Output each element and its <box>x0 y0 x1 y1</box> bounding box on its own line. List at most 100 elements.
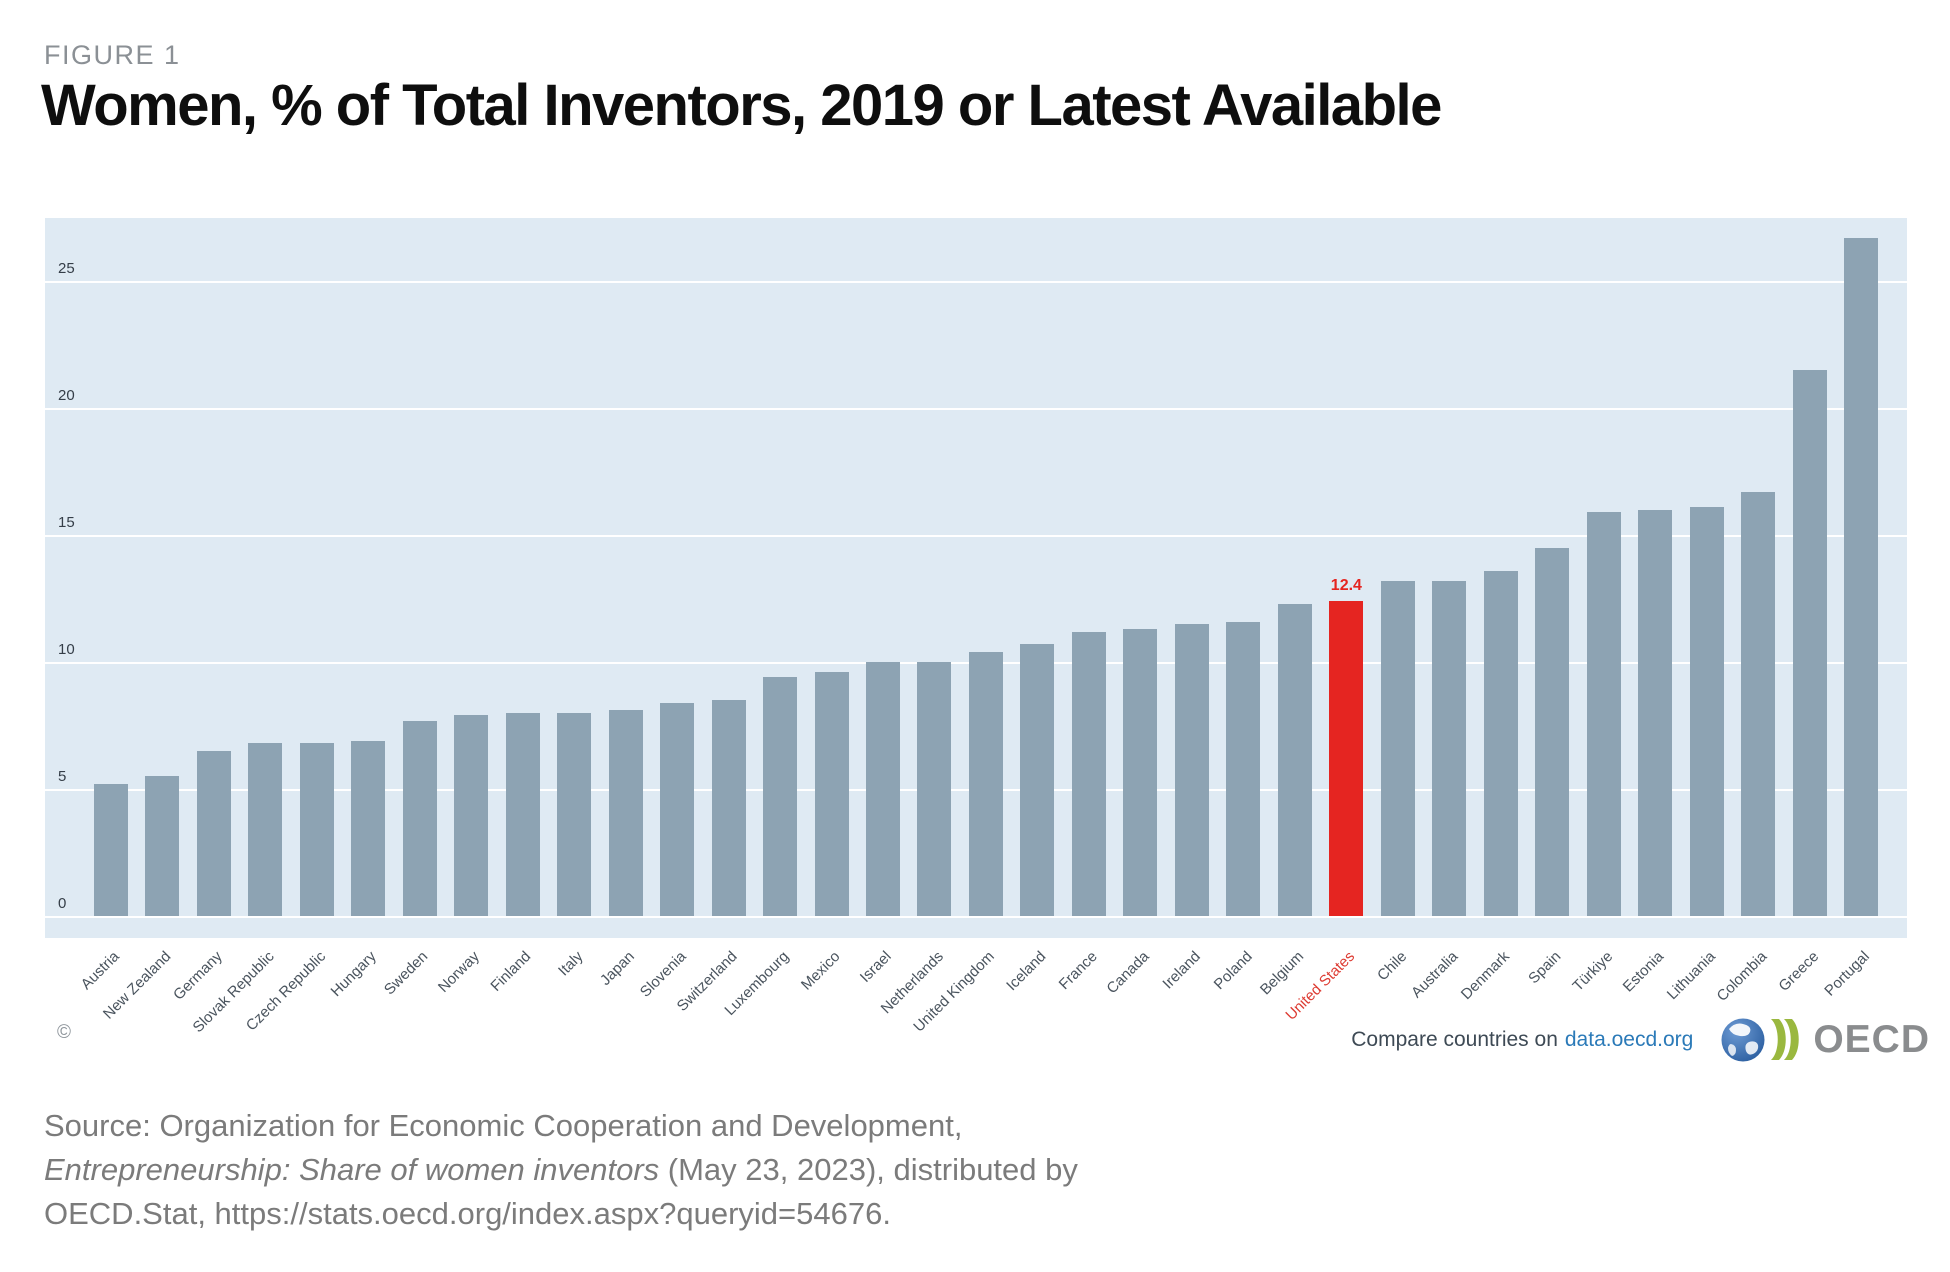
bar-slot-spain <box>1527 547 1578 916</box>
y-tick-label-25: 25 <box>58 260 75 278</box>
x-axis-label-japan: Japan <box>596 948 638 989</box>
bar-slot-israel <box>857 662 908 916</box>
bar-slot-switzerland <box>703 700 754 916</box>
x-axis-label-spain: Spain <box>1525 948 1565 988</box>
bar-slot-hungary <box>342 740 393 916</box>
x-axis-label-ireland: Ireland <box>1159 948 1204 993</box>
gridline-20 <box>45 408 1907 411</box>
x-axis-label-austria: Austria <box>77 948 123 994</box>
bar-colombia <box>1741 492 1776 916</box>
bar-slot-italy <box>548 712 599 916</box>
bar-mexico <box>814 672 849 916</box>
bar-portugal <box>1844 238 1879 916</box>
bar-slot-austria <box>85 784 136 916</box>
oecd-globe-icon <box>1721 1018 1800 1062</box>
bar-slot-united-states: 12.4 <box>1321 577 1372 916</box>
bar-japan <box>608 710 643 916</box>
bar-slot-united-kingdom <box>960 652 1011 916</box>
bar-slot-luxembourg <box>754 677 805 916</box>
gridline-0 <box>45 916 1907 918</box>
bar-slot-mexico <box>806 672 857 916</box>
bar-spain <box>1535 547 1570 916</box>
x-label-cell-luxembourg: Luxembourg <box>721 938 805 1034</box>
bar-slovenia <box>660 702 695 916</box>
x-label-cell-canada: Canada <box>1103 938 1166 1034</box>
bar-slot-estonia <box>1630 509 1681 916</box>
bar-t-rkiye <box>1586 512 1621 916</box>
bar-slot-poland <box>1218 621 1269 916</box>
bar-finland <box>505 712 540 916</box>
copyright-symbol: © <box>57 1022 71 1043</box>
bar-slot-belgium <box>1269 603 1320 916</box>
bar-slot-portugal <box>1835 238 1886 916</box>
bar-sweden <box>402 720 437 916</box>
bar-united-kingdom <box>968 652 1003 916</box>
bar-slot-canada <box>1115 629 1166 916</box>
x-label-cell-norway: Norway <box>435 938 496 1034</box>
bar-poland <box>1226 621 1261 916</box>
bar-slot-japan <box>600 710 651 916</box>
bar-hungary <box>351 740 386 916</box>
bar-switzerland <box>711 700 746 916</box>
oecd-wordmark: OECD <box>1813 1018 1930 1061</box>
compare-row: Compare countries on data.oecd.org OECD <box>1351 1012 1930 1068</box>
x-axis-label-poland: Poland <box>1210 948 1256 994</box>
bar-slot-colombia <box>1733 492 1784 916</box>
highlight-value-label: 12.4 <box>1330 577 1362 595</box>
bar-italy <box>557 712 592 916</box>
x-label-cell-iceland: Iceland <box>1003 938 1063 1034</box>
figure-label: FIGURE 1 <box>44 40 181 70</box>
y-tick-label-15: 15 <box>58 514 75 532</box>
x-label-cell-united-kingdom: United Kingdom <box>911 938 1011 1035</box>
data-oecd-link[interactable]: data.oecd.org <box>1564 1028 1694 1051</box>
x-label-cell-finland: Finland <box>488 938 548 1034</box>
bar-slot-norway <box>445 715 496 916</box>
bar-slot-sweden <box>394 720 445 916</box>
bar-canada <box>1123 629 1158 916</box>
bar-slot-chile <box>1372 580 1423 916</box>
bar-slot-slovenia <box>651 702 702 916</box>
bar-germany <box>196 751 231 916</box>
oecd-chevrons-icon <box>1771 1019 1800 1060</box>
x-label-cell-mexico: Mexico <box>798 938 857 1034</box>
y-tick-label-20: 20 <box>58 387 75 405</box>
bar-czech-republic <box>299 743 334 916</box>
y-tick-label-0: 0 <box>58 895 67 912</box>
x-label-cell-italy: Italy <box>548 938 599 1034</box>
x-label-cell-ireland: Ireland <box>1159 938 1217 1034</box>
bar-belgium <box>1277 603 1312 916</box>
x-axis-label-france: France <box>1055 948 1101 994</box>
bar-chart: 12.4 0 5 10 15 20 25 Austria New Zealand German… <box>45 218 1907 1036</box>
bar-israel <box>866 662 900 916</box>
gridline-15 <box>45 535 1907 538</box>
bar-slot-france <box>1063 631 1114 916</box>
bar-ireland <box>1174 624 1209 916</box>
bar-norway <box>454 715 489 916</box>
source-line-3: OECD.Stat, https://stats.oecd.org/index.… <box>44 1196 891 1231</box>
y-tick-label-5: 5 <box>58 768 67 786</box>
bar-france <box>1071 631 1106 916</box>
bar-slot-ireland <box>1166 624 1217 916</box>
bar-slot-lithuania <box>1681 507 1732 916</box>
bar-new-zealand <box>145 776 180 916</box>
source-line-1: Source: Organization for Economic Cooper… <box>44 1108 963 1143</box>
bar-slovak-republic <box>248 743 283 916</box>
bar-slot-germany <box>188 751 239 916</box>
bar-luxembourg <box>763 677 798 916</box>
bar-slot-czech-republic <box>291 743 342 916</box>
bar-denmark <box>1483 570 1518 916</box>
bar-slot-greece <box>1784 370 1835 916</box>
x-axis-label-israel: Israel <box>857 948 896 986</box>
bar-greece <box>1792 370 1827 916</box>
y-tick-label-10: 10 <box>58 641 75 659</box>
bar-estonia <box>1638 509 1673 916</box>
gridline-25 <box>45 281 1907 284</box>
source-line-2: Entrepreneurship: Share of women invento… <box>44 1152 1078 1187</box>
bar-slot-iceland <box>1012 644 1063 916</box>
bar-slot-australia <box>1424 580 1475 916</box>
bar-lithuania <box>1689 507 1724 916</box>
bar-slot-netherlands <box>909 662 960 916</box>
bar-slot-t-rkiye <box>1578 512 1629 916</box>
oecd-logo: OECD <box>1719 1015 1930 1065</box>
bar-slot-denmark <box>1475 570 1526 916</box>
